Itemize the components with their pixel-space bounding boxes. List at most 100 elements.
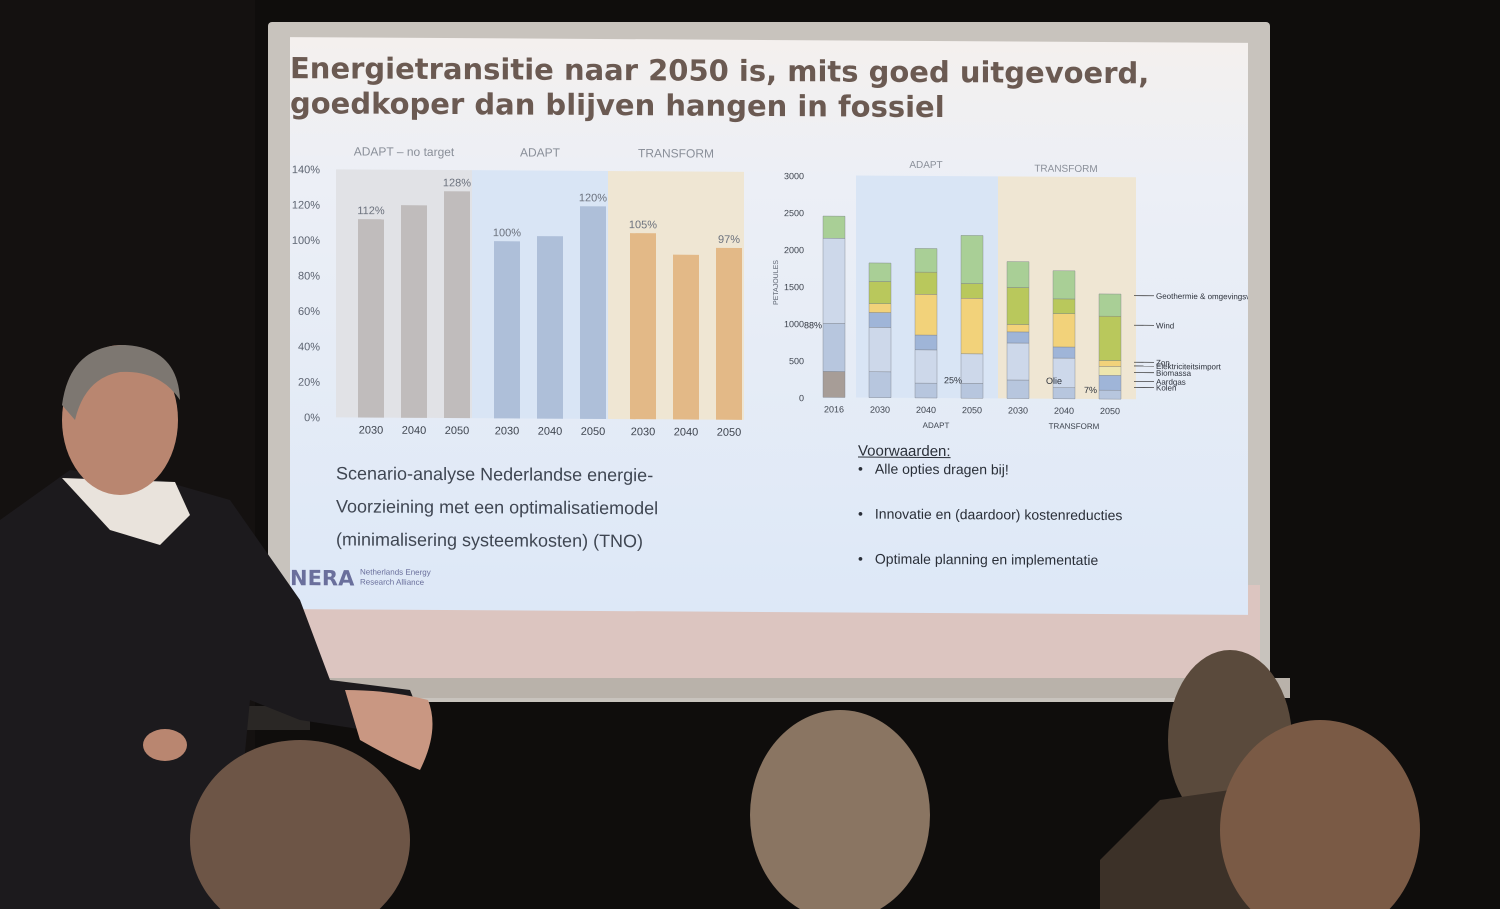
stack-segment: [822, 238, 846, 324]
legend-entry: Biomassa: [1156, 369, 1192, 378]
stack-segment: [1098, 293, 1122, 317]
x-tick-label: 2040: [1054, 406, 1074, 416]
stack-segment: [1052, 313, 1076, 348]
x-tick-label: 2030: [631, 426, 655, 438]
x-tick-label: 2030: [359, 424, 383, 436]
annotation-label: 88%: [804, 320, 822, 330]
y-tick-label: 120%: [292, 200, 320, 212]
annotation-label: Olie: [1046, 376, 1062, 386]
chart-group-label: ADAPT – no target: [354, 144, 455, 159]
x-tick-label: 2040: [916, 405, 936, 415]
stack-segment: [868, 327, 892, 373]
stack-segment: [914, 271, 938, 295]
conditions-list: Alle opties dragen bij! Innovatie en (da…: [858, 461, 1238, 598]
y-tick-label: 1000: [784, 319, 804, 329]
x-tick-label: 2050: [581, 426, 605, 438]
nera-logo-mark: NERA: [290, 566, 355, 591]
legend-entry: Zon: [1156, 358, 1170, 367]
condition-item: Innovatie en (daardoor) kostenreducties: [858, 506, 1238, 553]
stack-segment: [1052, 270, 1076, 300]
legend-entry: Aardgas: [1156, 378, 1186, 387]
stack-segment: [960, 353, 984, 384]
x-tick-label: 2030: [495, 425, 519, 437]
data-label: 105%: [629, 219, 657, 231]
stack-segment: [822, 215, 846, 239]
stack-segment: [914, 382, 938, 399]
chart-group-label: ADAPT: [909, 160, 942, 171]
stack-segment: [1052, 387, 1076, 400]
condition-item: Optimale planning en implementatie: [858, 551, 1238, 598]
bar: [358, 219, 384, 418]
stack-segment: [914, 349, 938, 384]
stack-segment: [822, 323, 846, 372]
stack-segment: [1052, 298, 1076, 314]
stack-segment: [960, 235, 984, 284]
scenario-description: Scenario-analyse Nederlandse energie- Vo…: [336, 463, 659, 552]
stack-segment: [914, 334, 938, 351]
stack-segment: [960, 383, 984, 399]
bar: [537, 236, 563, 419]
condition-item: Alle opties dragen bij!: [858, 461, 1238, 508]
y-tick-label: 3000: [784, 171, 804, 181]
stack-segment: [1006, 342, 1030, 381]
y-tick-label: 100%: [292, 235, 320, 247]
stack-segment: [1098, 315, 1122, 361]
presentation-slide: Energietransitie naar 2050 is, mits goed…: [290, 37, 1248, 615]
y-tick-label: 2000: [784, 245, 804, 255]
y-tick-label: 1500: [784, 282, 804, 292]
y-tick-label: 500: [789, 356, 804, 366]
stack-segment: [868, 371, 892, 398]
x-tick-label: 2040: [402, 425, 426, 437]
bar: [673, 254, 699, 420]
bar: [716, 247, 742, 420]
bar: [401, 205, 427, 418]
conditions-title: Voorwaarden:: [858, 442, 951, 461]
chart-group-label: TRANSFORM: [638, 146, 714, 160]
stack-segment: [1006, 379, 1030, 399]
stack-segment: [1052, 346, 1076, 359]
data-label: 120%: [579, 192, 607, 204]
legend-entry: Wind: [1156, 321, 1174, 330]
legend-entry: Geothermie & omgevingswarmte: [1156, 292, 1248, 302]
stack-segment: [1006, 324, 1030, 333]
data-label: 128%: [443, 177, 471, 189]
bar: [444, 191, 470, 419]
y-tick-label: 60%: [298, 306, 320, 318]
curtain-left: [0, 0, 255, 909]
x-tick-label: 2050: [1100, 406, 1120, 416]
stack-segment: [1098, 366, 1122, 376]
chart-group-label: ADAPT: [520, 145, 561, 159]
y-tick-label: 0: [799, 393, 804, 403]
energy-mix-stacked-chart: ADAPT TRANSFORM PETAJOULES 0 500 1000 1500 2000…: [773, 160, 1248, 431]
stack-segment: [868, 281, 892, 304]
data-label: 112%: [357, 205, 385, 217]
bar: [630, 233, 656, 420]
stack-segment: [1098, 375, 1122, 391]
cost-ratio-bar-chart: ADAPT – no target ADAPT TRANSFORM 0% 20% 40% 6…: [292, 144, 744, 439]
stack-segment: [1098, 360, 1122, 367]
x-tick-label: 2040: [674, 426, 698, 438]
x-tick-label: 2050: [962, 405, 982, 415]
legend-entry: Elektriciteitsimport: [1156, 362, 1222, 371]
annotation-label: 25%: [944, 375, 962, 385]
bar: [494, 241, 520, 419]
y-tick-label: 0%: [304, 412, 320, 424]
stack-segment: [960, 283, 984, 299]
bar: [580, 206, 606, 420]
nera-logo-text: Netherlands Energy Research Alliance: [360, 567, 431, 587]
y-tick-label: 40%: [298, 341, 320, 353]
stack-segment: [1006, 331, 1030, 344]
x-group-label: ADAPT: [923, 421, 950, 430]
x-tick-label: 2030: [870, 405, 890, 415]
stack-segment: [868, 303, 892, 313]
chart-group-label: TRANSFORM: [1034, 164, 1097, 175]
stack-segment: [914, 248, 938, 273]
x-group-label: TRANSFORM: [1049, 422, 1100, 431]
stack-segment: [1006, 287, 1030, 325]
annotation-label: 7%: [1084, 385, 1097, 395]
data-label: 100%: [493, 227, 521, 239]
x-tick-label: 2016: [824, 404, 844, 414]
y-tick-label: 80%: [298, 270, 320, 282]
stack-segment: [960, 298, 984, 355]
slide-title: Energietransitie naar 2050 is, mits goed…: [290, 51, 1150, 125]
